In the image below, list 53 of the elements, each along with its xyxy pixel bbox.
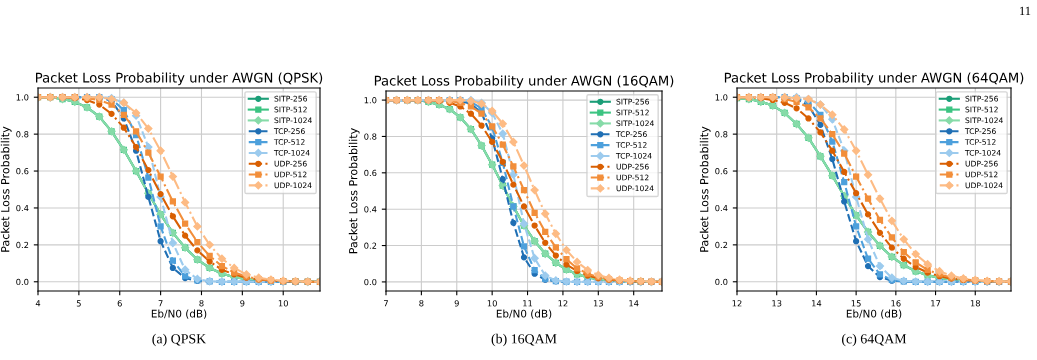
y-tick-label: 0.8: [715, 131, 728, 138]
chart-title: Packet Loss Probability under AWGN (QPSK): [36, 72, 323, 86]
y-tick-label: 0.2: [715, 241, 728, 249]
text: 11: [1020, 6, 1031, 16]
x-axis-title: Eb/N0 (dB): [496, 309, 552, 319]
x-tick-label: 15: [851, 300, 861, 307]
x-tick-label: 11: [523, 300, 533, 307]
x-tick-label: 10: [487, 300, 497, 307]
x-tick-label: 7: [158, 300, 163, 307]
x-tick-label: 4: [35, 300, 41, 307]
x-tick-label: 12: [732, 300, 742, 307]
y-axis-title: Packet Loss Probability: [0, 126, 12, 252]
x-tick-label: 14: [812, 300, 822, 307]
x-tick-label: 8: [419, 300, 424, 307]
x-tick-label: 8: [199, 300, 204, 307]
x-tick-label: 18: [970, 300, 980, 307]
y-tick-label: 0.4: [715, 204, 728, 212]
y-tick-label: 0.6: [364, 169, 377, 177]
y-tick-label: 1.0: [364, 97, 377, 104]
x-tick-label: 6: [117, 300, 122, 307]
x-tick-label: 10: [278, 300, 288, 307]
y-tick-label: 0.0: [364, 278, 377, 286]
x-axis-title: Eb/N0 (dB): [846, 309, 902, 319]
text: (c) 64QAM: [842, 333, 907, 347]
x-tick-label: 7: [384, 300, 388, 307]
x-tick-label: 9: [240, 300, 245, 307]
y-tick-label: 0.8: [364, 133, 377, 140]
text: (a) QPSK: [152, 333, 207, 347]
y-tick-label: 1.0: [16, 94, 29, 101]
y-tick-label: 0.0: [715, 278, 728, 286]
y-tick-label: 0.8: [16, 131, 29, 138]
text: (b) 16QAM: [491, 333, 557, 347]
y-tick-label: 1.0: [715, 94, 728, 101]
x-tick-label: 5: [76, 300, 81, 307]
x-tick-label: 14: [629, 300, 639, 307]
x-tick-label: 17: [931, 300, 941, 307]
y-tick-label: 0.4: [16, 204, 29, 212]
y-tick-label: 0.6: [715, 168, 728, 175]
y-tick-label: 0.2: [364, 242, 377, 249]
x-tick-label: 12: [558, 300, 568, 307]
x-tick-label: 16: [891, 300, 901, 307]
y-tick-label: 0.2: [16, 241, 29, 249]
x-tick-label: 13: [772, 300, 782, 307]
y-tick-label: 0.0: [16, 278, 29, 286]
y-axis-title: Packet Loss Probability: [348, 128, 360, 254]
y-tick-label: 0.6: [16, 168, 29, 175]
chart-title: Packet Loss Probability under AWGN (16QAM): [374, 75, 674, 89]
y-tick-label: 0.4: [364, 206, 377, 213]
x-axis-title: Eb/N0 (dB): [151, 309, 207, 319]
x-tick-label: 13: [593, 300, 603, 307]
y-axis-title: Packet Loss Probability: [699, 126, 711, 252]
x-tick-label: 9: [454, 300, 459, 307]
chart-title: Packet Loss Probability under AWGN (64QAM): [724, 72, 1024, 86]
